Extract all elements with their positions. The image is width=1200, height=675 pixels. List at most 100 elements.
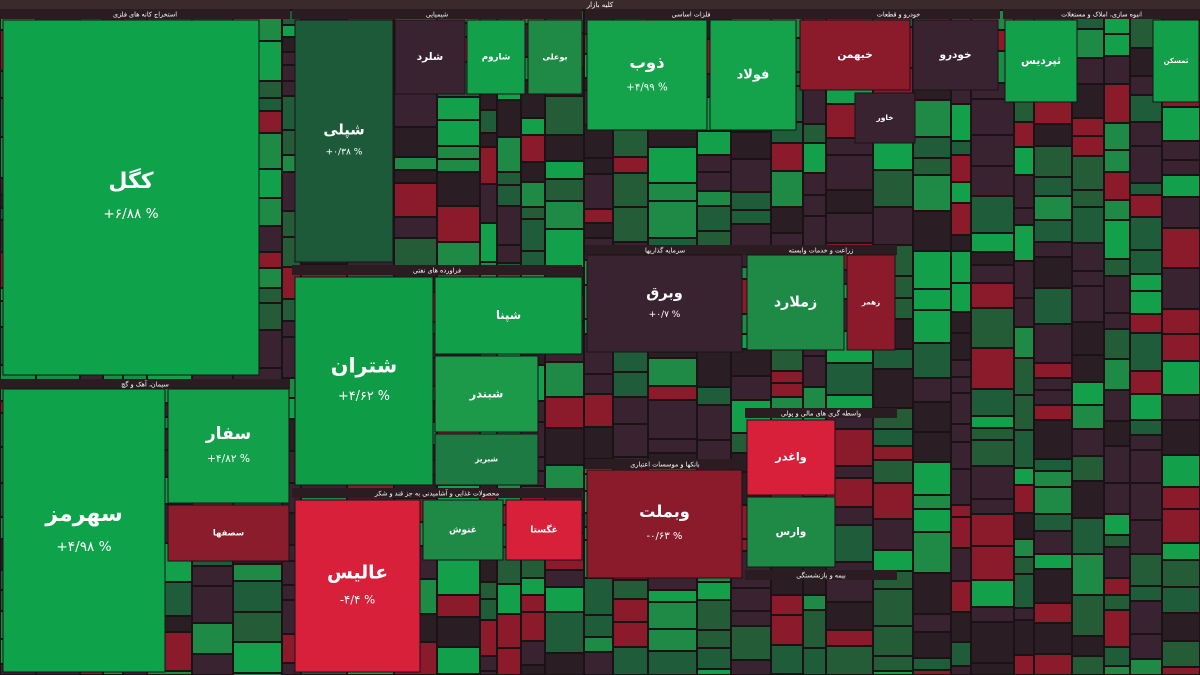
group-title: محصولات غذایی و آشامیدنی به جز قند و شکر bbox=[374, 489, 499, 498]
filler-tile bbox=[972, 623, 1013, 662]
tile-change: +۴/۹۸ % bbox=[56, 539, 111, 555]
filler-tile bbox=[522, 183, 544, 206]
filler-tile bbox=[498, 585, 520, 613]
filler-tile bbox=[1073, 119, 1103, 135]
tile-name: خبهمن bbox=[837, 49, 872, 61]
filler-tile bbox=[546, 363, 583, 396]
filler-tile bbox=[914, 659, 950, 669]
filler-tile bbox=[1015, 97, 1033, 121]
filler-tile bbox=[1015, 486, 1033, 512]
filler-tile bbox=[1105, 85, 1129, 122]
filler-tile bbox=[1073, 482, 1103, 517]
filler-tile bbox=[732, 627, 770, 659]
filler-tile bbox=[1073, 244, 1103, 270]
filler-tile bbox=[972, 253, 1013, 264]
group-title: فراورده های نفتی bbox=[413, 267, 461, 275]
filler-tile bbox=[952, 183, 970, 202]
filler-tile bbox=[585, 653, 612, 674]
filler-tile bbox=[481, 134, 496, 146]
filler-tile bbox=[649, 387, 696, 399]
filler-tile bbox=[952, 667, 970, 674]
filler-tile bbox=[972, 429, 1013, 439]
filler-tile bbox=[1035, 258, 1071, 287]
tile-name: خاور bbox=[875, 113, 893, 122]
tile bbox=[912, 19, 999, 91]
filler-tile bbox=[804, 357, 825, 386]
filler-tile bbox=[522, 613, 544, 640]
filler-tile bbox=[772, 372, 802, 382]
filler-tile bbox=[1163, 544, 1199, 559]
filler-tile bbox=[1105, 548, 1129, 577]
filler-tile bbox=[732, 193, 770, 209]
filler-tile bbox=[952, 284, 970, 311]
tile-name: ثپردیس bbox=[1021, 54, 1061, 67]
filler-tile bbox=[698, 670, 730, 674]
tile bbox=[799, 19, 911, 91]
tile bbox=[434, 355, 539, 433]
filler-tile bbox=[614, 208, 647, 241]
filler-tile bbox=[1163, 229, 1199, 267]
filler-tile bbox=[481, 185, 496, 222]
tile-name: شپلی bbox=[323, 122, 364, 139]
filler-tile bbox=[804, 611, 825, 647]
filler-tile bbox=[1073, 85, 1103, 117]
filler-tile bbox=[1035, 515, 1071, 530]
filler-tile bbox=[972, 266, 1013, 282]
filler-tile bbox=[1131, 521, 1161, 553]
filler-tile bbox=[546, 588, 583, 611]
group-title: شیمیایی bbox=[426, 11, 448, 19]
filler-tile bbox=[1035, 178, 1071, 195]
filler-tile bbox=[585, 395, 612, 426]
filler-tile bbox=[772, 596, 802, 614]
group-title: واسطه گری های مالی و پولی bbox=[781, 410, 861, 418]
filler-tile bbox=[914, 615, 950, 631]
tile-change: +۰/۳۸ % bbox=[326, 148, 363, 158]
filler-tile bbox=[732, 211, 770, 223]
filler-tile bbox=[914, 463, 950, 494]
filler-tile bbox=[732, 589, 770, 610]
tile-name: زملارد bbox=[774, 295, 817, 311]
filler-tile bbox=[1131, 635, 1161, 658]
filler-tile bbox=[827, 467, 872, 477]
filler-tile bbox=[732, 160, 770, 191]
filler-tile bbox=[1105, 277, 1129, 312]
tile-name: شاروم bbox=[482, 53, 511, 63]
filler-tile bbox=[772, 349, 802, 370]
filler-tile bbox=[1035, 472, 1071, 486]
filler-tile bbox=[952, 518, 970, 547]
filler-tile bbox=[972, 500, 1013, 513]
tile-name: وبملت bbox=[639, 502, 690, 521]
filler-tile bbox=[283, 664, 300, 674]
tile bbox=[167, 504, 290, 562]
filler-tile bbox=[772, 144, 802, 170]
filler-tile bbox=[1073, 59, 1103, 83]
filler-tile bbox=[395, 128, 436, 156]
filler-tile bbox=[481, 672, 496, 674]
filler-tile bbox=[952, 334, 970, 359]
filler-tile bbox=[827, 418, 872, 428]
filler-tile bbox=[481, 583, 496, 598]
filler-tile bbox=[972, 467, 1013, 498]
tile-name: وبرق bbox=[646, 284, 683, 301]
filler-tile bbox=[972, 515, 1013, 545]
filler-tile bbox=[952, 252, 970, 282]
filler-tile bbox=[952, 394, 970, 423]
filler-tile bbox=[1015, 328, 1033, 357]
filler-tile bbox=[193, 587, 232, 622]
filler-tile bbox=[1131, 555, 1161, 585]
filler-tile bbox=[698, 601, 730, 629]
filler-tile bbox=[1105, 596, 1129, 609]
group-header bbox=[292, 9, 582, 19]
tile-name: وارس bbox=[776, 526, 807, 538]
filler-tile bbox=[585, 638, 612, 651]
filler-tile bbox=[914, 311, 950, 342]
filler-tile bbox=[1105, 201, 1129, 219]
filler-tile bbox=[804, 86, 825, 123]
filler-tile bbox=[1035, 364, 1071, 377]
filler-tile bbox=[914, 101, 950, 136]
filler-tile bbox=[1035, 379, 1071, 389]
filler-tile bbox=[649, 148, 696, 182]
filler-tile bbox=[1105, 35, 1129, 55]
filler-tile bbox=[698, 649, 730, 668]
tile-name: سصفها bbox=[213, 528, 244, 539]
